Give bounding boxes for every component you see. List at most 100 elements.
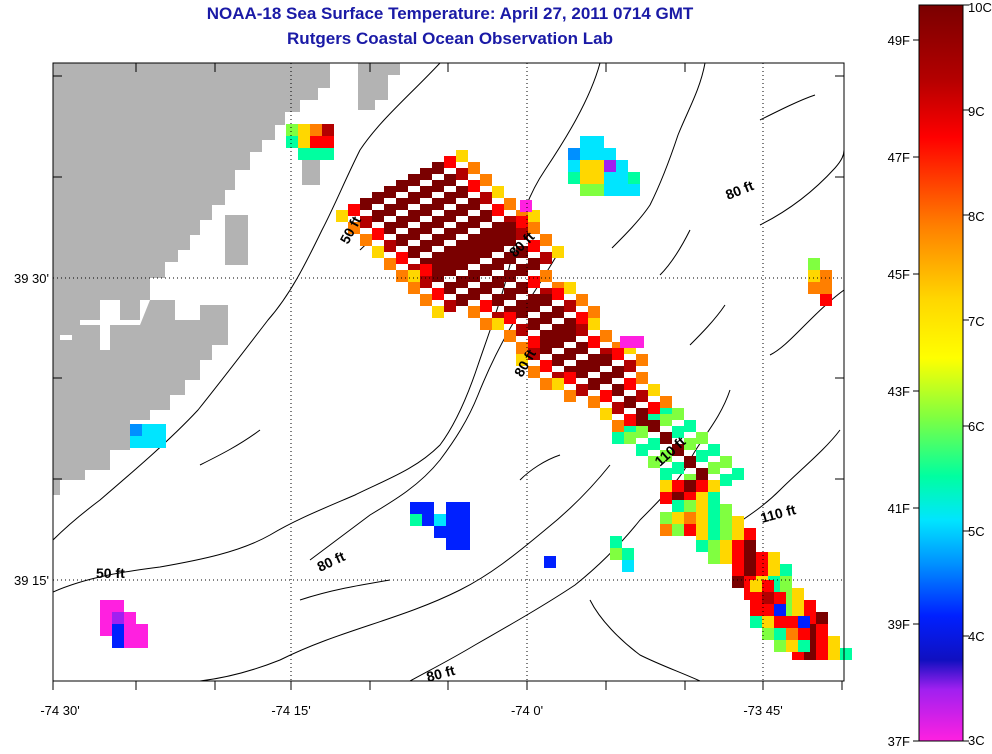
sst-pixel bbox=[820, 270, 832, 282]
sst-pixel bbox=[564, 390, 576, 402]
sst-pixel bbox=[432, 216, 444, 228]
sst-pixel bbox=[620, 336, 632, 348]
sst-pixel bbox=[540, 312, 552, 324]
sst-pixel bbox=[504, 330, 516, 342]
sst-pixel bbox=[298, 124, 310, 136]
sst-pixel bbox=[696, 432, 708, 444]
sst-pixel bbox=[624, 396, 636, 408]
sst-pixel bbox=[612, 420, 624, 432]
sst-pixel bbox=[458, 502, 470, 514]
sst-pixel bbox=[322, 148, 334, 160]
sst-pixel bbox=[576, 294, 588, 306]
sst-pixel bbox=[628, 184, 640, 196]
sst-pixel bbox=[568, 148, 580, 160]
chart-title: NOAA-18 Sea Surface Temperature: April 2… bbox=[206, 4, 694, 23]
sst-pixel bbox=[444, 300, 456, 312]
sst-pixel bbox=[372, 246, 384, 258]
sst-pixel bbox=[660, 512, 672, 524]
sst-pixel bbox=[540, 360, 552, 372]
sst-pixel bbox=[660, 396, 672, 408]
sst-pixel bbox=[720, 504, 732, 516]
sst-pixel bbox=[732, 540, 744, 552]
sst-pixel bbox=[774, 616, 786, 628]
sst-pixel bbox=[696, 480, 708, 492]
sst-pixel bbox=[456, 276, 468, 288]
sst-pixel bbox=[612, 384, 624, 396]
sst-pixel bbox=[492, 204, 504, 216]
contour-label: 50 ft bbox=[96, 565, 125, 581]
sst-pixel bbox=[456, 222, 468, 234]
sst-pixel bbox=[696, 540, 708, 552]
sst-pixel bbox=[552, 336, 564, 348]
sst-pixel bbox=[468, 270, 480, 282]
sst-pixel bbox=[768, 552, 780, 564]
sst-pixel bbox=[816, 648, 828, 660]
sst-pixel bbox=[696, 492, 708, 504]
sst-pixel bbox=[286, 124, 298, 136]
sst-pixel bbox=[808, 270, 820, 282]
sst-pixel bbox=[576, 324, 588, 336]
sst-pixel bbox=[444, 264, 456, 276]
sst-pixel bbox=[564, 372, 576, 384]
sst-pixel bbox=[310, 124, 322, 136]
sst-pixel bbox=[432, 288, 444, 300]
sst-pixel bbox=[774, 604, 786, 616]
sst-pixel bbox=[540, 234, 552, 246]
sst-pixel bbox=[444, 156, 456, 168]
sst-pixel bbox=[310, 136, 322, 148]
sst-pixel bbox=[528, 258, 540, 270]
sst-pixel bbox=[444, 228, 456, 240]
sst-pixel bbox=[636, 426, 648, 438]
sst-pixel bbox=[492, 228, 504, 240]
sst-pixel bbox=[468, 180, 480, 192]
sst-pixel bbox=[762, 628, 774, 640]
sst-pixel bbox=[322, 136, 334, 148]
colorbar-c-label: 6C bbox=[968, 419, 985, 434]
sst-pixel bbox=[672, 426, 684, 438]
sst-pixel bbox=[456, 246, 468, 258]
sst-pixel bbox=[588, 396, 600, 408]
sst-pixel bbox=[648, 456, 660, 468]
sst-pixel bbox=[458, 538, 470, 550]
sst-pixel bbox=[660, 414, 672, 426]
sst-pixel bbox=[372, 192, 384, 204]
sst-pixel bbox=[708, 462, 720, 474]
sst-pixel bbox=[616, 184, 628, 196]
sst-pixel bbox=[516, 306, 528, 318]
contour-label: 80 ft bbox=[723, 177, 756, 203]
sst-pixel bbox=[774, 640, 786, 652]
minor-ticks bbox=[52, 63, 844, 690]
sst-pixel bbox=[456, 168, 468, 180]
sst-pixel bbox=[540, 330, 552, 342]
sst-pixel bbox=[124, 624, 136, 636]
sst-pixel bbox=[348, 222, 360, 234]
sst-pixel bbox=[636, 354, 648, 366]
sst-pixel bbox=[628, 172, 640, 184]
sst-pixel bbox=[528, 300, 540, 312]
sst-pixel bbox=[660, 450, 672, 462]
colorbar-f-label: 47F bbox=[888, 150, 910, 165]
sst-pixel bbox=[684, 480, 696, 492]
sst-pixel bbox=[600, 408, 612, 420]
sst-pixel bbox=[516, 228, 528, 240]
sst-pixel bbox=[360, 234, 372, 246]
sst-pixel bbox=[828, 636, 840, 648]
sst-pixel bbox=[576, 384, 588, 396]
sst-pixel bbox=[804, 600, 816, 612]
sst-pixel bbox=[528, 210, 540, 222]
sst-pixel bbox=[708, 504, 720, 516]
sst-pixel bbox=[552, 306, 564, 318]
sst-pixel bbox=[636, 390, 648, 402]
colorbar-c-label: 10C bbox=[968, 0, 992, 15]
sst-pixel bbox=[480, 318, 492, 330]
colorbar-f-label: 45F bbox=[888, 267, 910, 282]
sst-pixel bbox=[322, 124, 334, 136]
sst-pixel bbox=[600, 354, 612, 366]
sst-pixel bbox=[600, 372, 612, 384]
sst-pixel bbox=[786, 628, 798, 640]
sst-pixel bbox=[480, 174, 492, 186]
sst-pixel bbox=[100, 612, 112, 624]
sst-pixel bbox=[528, 276, 540, 288]
sst-pixel bbox=[576, 312, 588, 324]
